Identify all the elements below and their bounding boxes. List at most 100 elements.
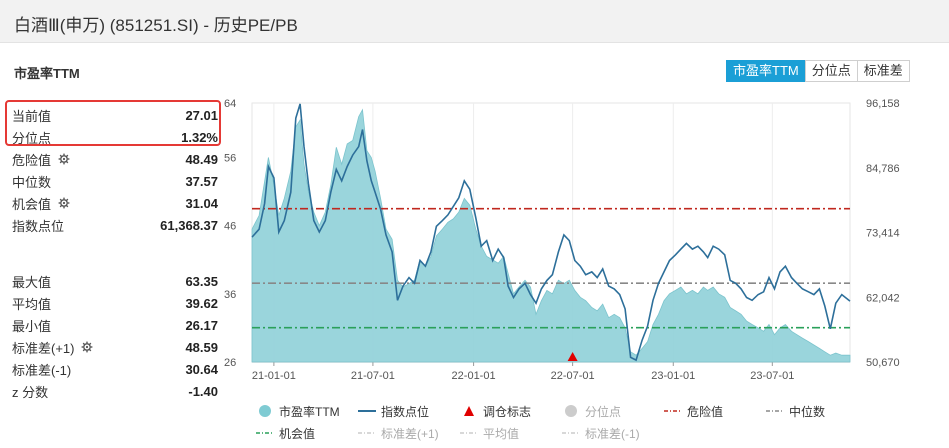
stat-value: 39.62 [185,295,218,311]
stat-label: 标准差(-1) [12,362,72,378]
current-value-highlight [5,100,221,146]
legend-label: 标准差(+1) [381,426,439,441]
legend-label: 中位数 [789,404,826,419]
y-right-tick-label: 50,670 [866,357,900,369]
pe-chart: 21-01-01 21-07-01 22-01-01 22-07-01 23-01-01… [224,98,900,382]
rebalance-marker [567,352,578,361]
legend-label: 平均值 [483,426,520,441]
gear-icon[interactable] [58,153,70,165]
stats-top: 当前值 27.01 分位点 1.32% 危险值 48.49 中位数 37.57 机会值 31.04… [12,104,218,236]
triangle-icon [459,405,479,417]
stat-label: z 分数 [12,384,49,400]
x-tick-label: 22-07-01 [551,370,595,382]
y-right-tick-label: 84,786 [866,163,900,175]
stat-row: 标准差(+1) 48.59 [12,336,218,358]
legend-item[interactable]: 标准差(+1) [357,425,459,442]
x-tick-label: 21-01-01 [252,370,296,382]
stat-label: 指数点位 [12,218,65,234]
stat-value: 63.35 [185,273,218,289]
stat-row: 危险值 48.49 [12,148,218,170]
stat-value: 30.64 [185,361,218,377]
legend-label: 调仓标志 [483,404,532,419]
stat-label: 最小值 [12,318,52,334]
gear-icon[interactable] [81,341,93,353]
legend-item[interactable]: 机会值 [255,425,357,442]
y-left-tick-label: 56 [224,153,236,165]
y-right-tick-label: 62,042 [866,292,900,304]
page-title: 白酒Ⅲ(申万) (851251.SI) - 历史PE/PB [14,16,298,35]
stat-value: 61,368.37 [160,217,218,233]
stat-label: 分位点 [12,130,52,146]
dot-icon [561,405,581,417]
y-left-tick-label: 36 [224,289,236,301]
stat-value: 1.32% [181,129,218,145]
title-bar: 白酒Ⅲ(申万) (851251.SI) - 历史PE/PB [0,0,949,43]
pe-area [251,108,851,363]
stat-label: 危险值 [12,152,52,168]
y-left-tick-label: 46 [224,221,236,233]
stat-label: 平均值 [12,296,52,312]
y-left-tick-label: 64 [224,98,236,110]
stat-value: 31.04 [185,195,218,211]
stat-row: 指数点位 61,368.37 [12,214,218,236]
dot-icon [255,405,275,417]
legend-item[interactable]: 中位数 [765,403,867,420]
stat-row: 当前值 27.01 [12,104,218,126]
stat-row: 标准差(-1) 30.64 [12,358,218,380]
legend-label: 机会值 [279,426,316,441]
legend-item[interactable]: 危险值 [663,403,765,420]
dashdot-line-icon [357,427,377,439]
stat-value: 48.59 [185,339,218,355]
stat-label: 中位数 [12,174,52,190]
legend-item[interactable]: 指数点位 [357,403,459,420]
legend-item[interactable]: 平均值 [459,425,561,442]
legend-label: 指数点位 [381,404,430,419]
stat-label: 机会值 [12,196,52,212]
stat-value: 27.01 [185,107,218,123]
tab-std-dev[interactable]: 标准差 [856,60,910,82]
legend-label: 市盈率TTM [279,404,340,419]
stats-bottom: 最大值 63.35 平均值 39.62 最小值 26.17 标准差(+1) 48.59 标准差(… [12,270,218,402]
stat-value: 26.17 [185,317,218,333]
dashdot-line-icon [255,427,275,439]
stat-value: -1.40 [188,383,218,399]
legend-label: 分位点 [585,404,622,419]
metric-tab-group: 市盈率TTM 分位点 标准差 [726,60,910,82]
legend-item[interactable]: 分位点 [561,403,663,420]
x-tick-label: 22-01-01 [452,370,496,382]
legend-item[interactable]: 标准差(-1) [561,425,663,442]
stat-row: 最大值 63.35 [12,270,218,292]
y-right-tick-label: 73,414 [866,228,900,240]
legend-item[interactable]: 调仓标志 [459,403,561,420]
stat-value: 48.49 [185,151,218,167]
dashdot-line-icon [459,427,479,439]
tab-pe-ttm[interactable]: 市盈率TTM [726,60,806,82]
chart-legend: 市盈率TTM 指数点位 调仓标志 分位点 危险值 中位数机会值 标准差(+1) 平均值 标准差(… [255,400,945,444]
stat-row: 中位数 37.57 [12,170,218,192]
stat-row: 机会值 31.04 [12,192,218,214]
x-tick-label: 23-07-01 [750,370,794,382]
gear-icon[interactable] [58,197,70,209]
dashdot-line-icon [765,405,785,417]
x-tick-label: 23-01-01 [651,370,695,382]
legend-item[interactable]: 市盈率TTM [255,403,357,420]
stat-label: 标准差(+1) [12,340,75,356]
tab-percentile[interactable]: 分位点 [804,60,858,82]
legend-label: 危险值 [687,404,724,419]
stat-row: 最小值 26.17 [12,314,218,336]
y-left-tick-label: 26 [224,357,236,369]
stat-row: z 分数 -1.40 [12,380,218,402]
dashdot-line-icon [663,405,683,417]
stat-label: 最大值 [12,274,52,290]
stat-label: 当前值 [12,108,52,124]
stat-row: 分位点 1.32% [12,126,218,148]
x-tick-label: 21-07-01 [351,370,395,382]
section-title: 市盈率TTM [14,66,80,81]
stat-value: 37.57 [185,173,218,189]
legend-label: 标准差(-1) [585,426,640,441]
index-line [251,103,851,362]
stat-row: 平均值 39.62 [12,292,218,314]
line-icon [357,405,377,417]
dashdot-line-icon [561,427,581,439]
y-right-tick-label: 96,158 [866,98,900,110]
